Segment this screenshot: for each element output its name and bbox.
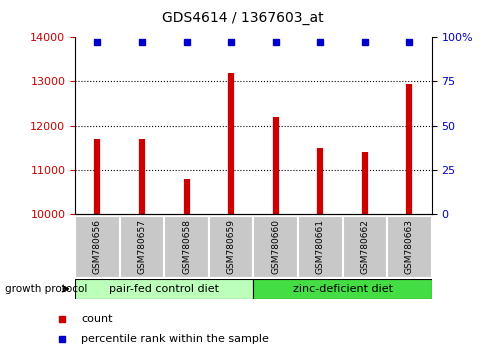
- Text: zinc-deficient diet: zinc-deficient diet: [292, 284, 392, 294]
- Text: count: count: [81, 314, 113, 324]
- Bar: [120, 216, 164, 278]
- Text: pair-fed control diet: pair-fed control diet: [109, 284, 219, 294]
- Text: percentile rank within the sample: percentile rank within the sample: [81, 334, 269, 344]
- Bar: [75, 216, 120, 278]
- Bar: [297, 216, 342, 278]
- Text: GSM780659: GSM780659: [226, 219, 235, 274]
- Bar: [253, 216, 297, 278]
- Bar: [75, 279, 253, 299]
- Text: GDS4614 / 1367603_at: GDS4614 / 1367603_at: [161, 11, 323, 25]
- Text: GSM780661: GSM780661: [315, 219, 324, 274]
- Text: GSM780656: GSM780656: [93, 219, 102, 274]
- Text: GSM780662: GSM780662: [360, 219, 368, 274]
- Text: GSM780658: GSM780658: [182, 219, 191, 274]
- Bar: [342, 216, 386, 278]
- Bar: [209, 216, 253, 278]
- Bar: [253, 279, 431, 299]
- Text: GSM780657: GSM780657: [137, 219, 146, 274]
- Bar: [386, 216, 431, 278]
- Bar: [164, 216, 209, 278]
- Text: GSM780660: GSM780660: [271, 219, 280, 274]
- Text: GSM780663: GSM780663: [404, 219, 413, 274]
- Text: growth protocol: growth protocol: [5, 284, 87, 294]
